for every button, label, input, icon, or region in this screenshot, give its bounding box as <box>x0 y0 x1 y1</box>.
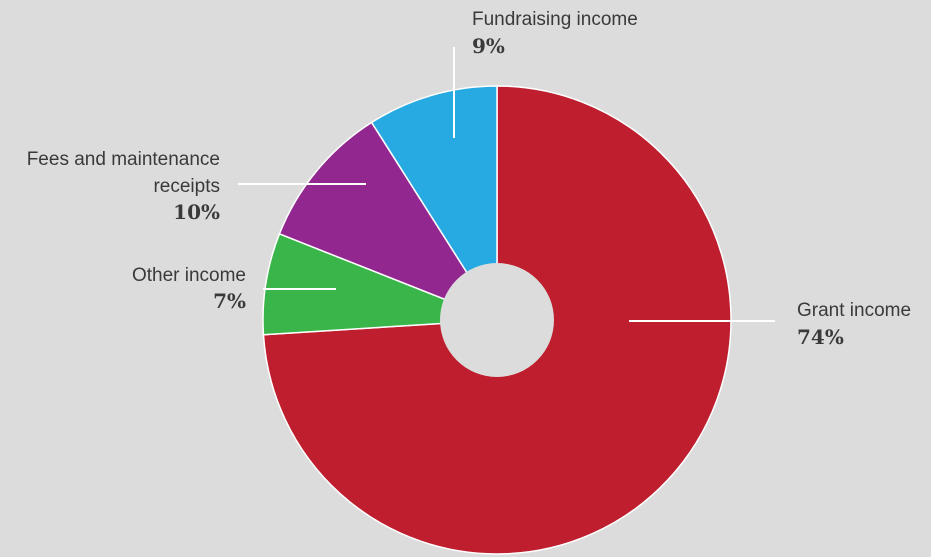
slice-percent-grant-income: 74% <box>797 325 844 349</box>
slice-percent-fundraising-income: 9% <box>472 34 505 58</box>
slice-other-income <box>262 232 498 336</box>
slice-label-fundraising-income: Fundraising income <box>472 9 638 30</box>
slice-label-fees-and-maintenance-receipts-line-2: receipts <box>153 176 220 197</box>
donut-hole <box>440 263 554 377</box>
slice-fees-and-maintenance-receipts <box>278 121 499 322</box>
slice-labels: Grant income 74% Other income 7% Fees and ma… <box>27 9 911 349</box>
slice-fundraising-income <box>370 85 498 323</box>
slice-label-other-income: Other income <box>132 265 246 286</box>
slice-percent-fees-and-maintenance-receipts: 10% <box>173 200 220 224</box>
slice-percent-other-income: 7% <box>213 289 246 313</box>
slice-label-fees-and-maintenance-receipts-line-1: Fees and maintenance <box>27 149 220 170</box>
leader-lines <box>238 47 775 322</box>
slice-label-grant-income: Grant income <box>797 300 911 321</box>
